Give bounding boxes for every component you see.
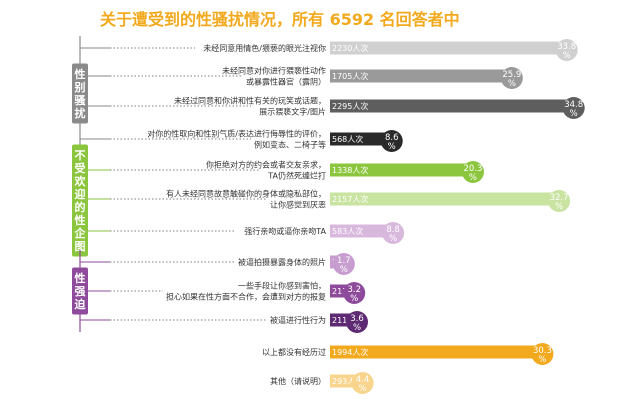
count-label-11: 293人次 [332,376,363,386]
percent-unit-9: % [353,323,361,333]
percent-unit-11: % [359,384,367,394]
percent-unit-1: % [508,79,516,89]
percent-badge-8 [343,282,366,304]
count-label-2: 2295人次 [332,101,368,111]
percent-unit-10: % [538,355,546,365]
category-label-2: 未经过同意和你讲和性有关的玩笑或话题，展示猥亵文字/图片 [174,96,326,117]
category-label-5: 有人未经同意故意触碰你的身体或隐私部位，让你感觉到厌恶 [166,189,326,210]
category-label-1: 未经同意对你进行猥亵性动作或暴露性器官（露阴） [222,66,326,87]
bar-4 [330,163,471,177]
percent-value-5: 32.7 [550,193,569,203]
percent-badge-11 [351,372,374,394]
bar-2 [330,99,572,113]
group-label-box-2 [72,267,88,315]
percent-value-11: 4.4 [356,375,370,385]
category-label-0: 未经同意用情色/猥亵的眼光注视你 [203,43,326,53]
percent-unit-0: % [563,51,571,61]
bar-0 [330,41,565,55]
percent-unit-6: % [389,234,397,244]
count-label-5: 2157人次 [332,194,368,204]
group-label-box-1 [72,144,88,257]
percent-badge-5 [548,190,571,212]
count-label-4: 1338人次 [332,165,368,175]
percent-badge-4 [461,161,484,183]
percent-unit-5: % [555,202,563,212]
percent-badge-2 [562,97,585,119]
percent-value-7: 1.7 [337,256,351,266]
chart-rows: 未经同意用情色/猥亵的眼光注视你 2230人次 33.8% 未经同意对你进行猥亵性动作… [110,39,585,394]
category-label-4: 你拒绝对方的约会或者交友亲求， TA仍然死缠烂打 [206,160,326,181]
group-label-1: 不受欢迎的性企图 [74,149,87,253]
group-label-box-0 [72,63,88,124]
percent-unit-3: % [388,142,396,152]
percent-value-0: 33.8 [557,42,576,52]
percent-value-2: 34.8 [564,100,583,110]
bar-3 [330,132,390,146]
percent-value-3: 8.6 [385,133,399,143]
percent-badge-6 [382,222,405,244]
count-label-1: 1705人次 [332,71,368,81]
count-label-3: 568人次 [332,134,363,144]
percent-badge-3 [380,130,403,152]
percent-unit-4: % [469,173,477,183]
category-label-8: 一些手段让你感到害怕，担心如果在性方面不合作，会遭到对方的报复 [166,281,326,302]
percent-badge-0 [555,39,578,61]
percent-unit-8: % [350,294,358,304]
bar-1 [330,69,510,83]
percent-unit-2: % [570,109,578,119]
percent-value-6: 8.8 [386,225,400,235]
group-label-0: 性别骚扰 [74,67,87,120]
category-label-9: 被逼进行性行为 [270,315,326,325]
percent-badge-10 [531,343,554,365]
bar-10 [330,345,541,359]
category-label-6: 强行亲吻或逼你亲吻TA [244,226,326,236]
percent-value-10: 30.3 [533,346,552,356]
bar-5 [330,192,558,206]
count-label-6: 583人次 [332,226,363,236]
percent-unit-7: % [340,265,348,275]
count-label-10: 1994人次 [332,347,368,357]
percent-value-9: 3.6 [350,314,364,324]
chart-title: 关于遭受到的性骚扰情况，所有 6592 名回答者中 [100,10,460,29]
percent-value-4: 20.3 [464,164,483,174]
bar-6 [330,224,392,238]
category-label-11: 其他（请说明） [270,376,326,386]
percent-badge-1 [500,67,523,89]
percent-value-8: 3.2 [347,285,361,295]
group-label-2: 性强迫 [74,271,87,311]
count-label-0: 2230人次 [332,43,368,53]
percent-badge-7 [332,253,355,275]
category-label-7: 被逼拍摄暴露身体的照片 [238,257,326,267]
percent-value-1: 25.9 [502,70,521,80]
category-label-3: 对你的性取向和性别气质/表达进行侮辱性的评价，例如变态、二椅子等 [147,129,326,150]
percent-badge-9 [346,311,368,333]
category-label-10: 以上都没有经历过 [262,347,326,357]
